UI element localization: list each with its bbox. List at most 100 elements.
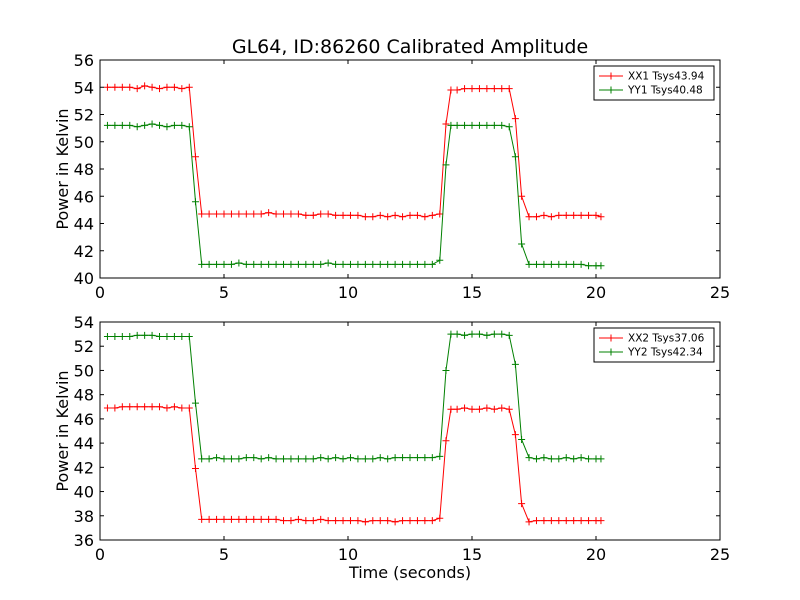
data-point — [309, 517, 317, 525]
data-point — [163, 404, 171, 412]
axes-frame — [99, 321, 721, 541]
bottom-panel: 0 5 10 15 20 25 36 38 40 42 44 46 48 50 52 54 Power in K… — [53, 313, 730, 564]
data-point — [309, 260, 317, 268]
data-point — [294, 210, 302, 218]
data-point — [257, 210, 265, 218]
data-point — [475, 405, 483, 413]
data-point — [302, 260, 310, 268]
data-point — [191, 153, 199, 161]
data-point — [346, 517, 354, 525]
data-point — [170, 333, 178, 341]
data-point — [391, 518, 399, 526]
data-point — [453, 405, 461, 413]
data-point — [103, 333, 111, 341]
data-point — [205, 210, 213, 218]
data-point — [391, 211, 399, 219]
data-point — [376, 260, 384, 268]
data-point — [428, 260, 436, 268]
data-point — [302, 455, 310, 463]
data-point — [317, 210, 325, 218]
data-point — [468, 330, 476, 338]
y-tick-label: 48 — [74, 386, 94, 405]
data-point — [376, 211, 384, 219]
data-point — [369, 213, 377, 221]
data-point — [428, 454, 436, 462]
data-point — [302, 211, 310, 219]
data-point — [597, 213, 605, 221]
data-point — [250, 454, 258, 462]
data-point — [555, 260, 563, 268]
data-point — [163, 123, 171, 131]
data-point — [540, 517, 548, 525]
data-point — [235, 455, 243, 463]
data-point — [148, 331, 156, 339]
data-point — [242, 454, 250, 462]
series-line-0-1 — [107, 123, 601, 267]
data-point — [384, 455, 392, 463]
data-point — [511, 360, 519, 368]
data-point — [133, 331, 141, 339]
data-point — [198, 515, 206, 523]
y-tick-label: 56 — [74, 51, 94, 70]
data-point — [339, 455, 347, 463]
data-point — [369, 260, 377, 268]
data-point — [265, 209, 273, 217]
data-point — [490, 121, 498, 129]
data-point — [518, 192, 526, 200]
series-line-1-1 — [107, 333, 601, 460]
data-point — [498, 404, 506, 412]
data-point — [597, 517, 605, 525]
data-point — [518, 500, 526, 508]
data-point — [287, 455, 295, 463]
data-point — [540, 260, 548, 268]
y-tick-label: 52 — [74, 337, 94, 356]
data-point — [163, 83, 171, 91]
data-point — [170, 403, 178, 411]
data-point — [555, 211, 563, 219]
data-point — [498, 121, 506, 129]
data-point — [354, 211, 362, 219]
y-tick-label: 46 — [74, 187, 94, 206]
data-point — [525, 518, 533, 526]
y-tick-label: 42 — [74, 458, 94, 477]
data-point — [475, 121, 483, 129]
data-point — [570, 211, 578, 219]
data-point — [391, 260, 399, 268]
data-point — [118, 333, 126, 341]
data-point — [198, 210, 206, 218]
data-point — [597, 455, 605, 463]
legend-marker — [607, 86, 615, 94]
data-point — [369, 455, 377, 463]
data-point — [428, 517, 436, 525]
data-point — [332, 211, 340, 219]
data-point — [103, 83, 111, 91]
data-point — [562, 517, 570, 525]
data-point — [346, 454, 354, 462]
data-point — [257, 455, 265, 463]
x-tick-label: 20 — [586, 545, 606, 564]
data-point — [287, 260, 295, 268]
data-point — [250, 260, 258, 268]
data-point — [213, 515, 221, 523]
data-point — [511, 431, 519, 439]
y-tick-label: 36 — [74, 531, 94, 550]
data-point — [141, 331, 149, 339]
data-point — [227, 515, 235, 523]
legend: XX1 Tsys43.94 YY1 Tsys40.48 — [593, 65, 715, 101]
data-point — [178, 85, 186, 93]
data-point — [332, 517, 340, 525]
data-point — [156, 121, 164, 129]
x-tick-label: 25 — [710, 283, 730, 302]
data-point — [141, 121, 149, 129]
data-point — [399, 213, 407, 221]
data-point — [511, 153, 519, 161]
data-point — [399, 454, 407, 462]
data-point — [468, 121, 476, 129]
data-point — [198, 260, 206, 268]
data-point — [585, 211, 593, 219]
data-point — [577, 260, 585, 268]
legend: XX2 Tsys37.06 YY2 Tsys42.34 — [593, 327, 715, 363]
x-tick-label: 0 — [95, 545, 105, 564]
data-point — [361, 260, 369, 268]
data-point — [346, 211, 354, 219]
